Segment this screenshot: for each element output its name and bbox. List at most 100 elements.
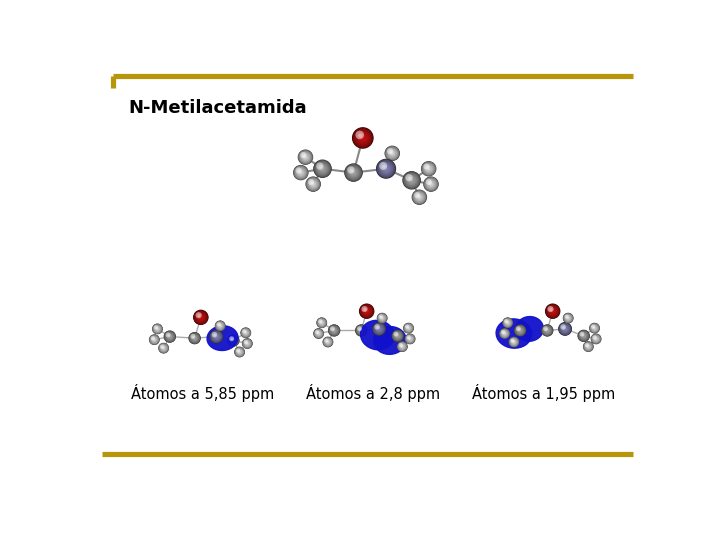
Circle shape — [402, 172, 420, 189]
Circle shape — [394, 332, 402, 340]
Circle shape — [395, 333, 401, 339]
Circle shape — [511, 339, 517, 345]
Circle shape — [351, 170, 356, 175]
Circle shape — [166, 333, 174, 341]
Circle shape — [404, 172, 420, 188]
Circle shape — [544, 328, 547, 330]
Circle shape — [565, 315, 571, 321]
Circle shape — [237, 349, 242, 354]
Circle shape — [315, 330, 323, 338]
Circle shape — [168, 335, 171, 338]
Circle shape — [546, 305, 559, 318]
Circle shape — [422, 162, 436, 176]
Circle shape — [244, 340, 251, 347]
Circle shape — [296, 167, 306, 178]
Circle shape — [242, 339, 253, 349]
Text: N-Metilacetamida: N-Metilacetamida — [129, 99, 307, 117]
Circle shape — [299, 171, 302, 174]
Circle shape — [426, 166, 431, 171]
Circle shape — [560, 324, 566, 330]
Circle shape — [214, 334, 219, 339]
Circle shape — [548, 306, 558, 316]
Circle shape — [235, 348, 244, 356]
Circle shape — [361, 136, 365, 140]
Circle shape — [423, 163, 434, 174]
Circle shape — [189, 333, 199, 343]
Circle shape — [501, 330, 508, 337]
Circle shape — [220, 325, 221, 327]
Circle shape — [500, 328, 510, 339]
Circle shape — [366, 310, 367, 312]
Circle shape — [228, 335, 238, 346]
Circle shape — [593, 335, 600, 342]
Circle shape — [196, 313, 205, 322]
Circle shape — [593, 327, 596, 329]
Circle shape — [163, 348, 164, 349]
Circle shape — [320, 166, 325, 172]
Circle shape — [516, 326, 524, 335]
Circle shape — [541, 325, 553, 336]
Circle shape — [392, 330, 403, 341]
Circle shape — [333, 330, 335, 331]
Circle shape — [211, 331, 222, 342]
Circle shape — [414, 192, 425, 202]
Circle shape — [592, 326, 597, 330]
Text: Átomos a 5,85 ppm: Átomos a 5,85 ppm — [131, 384, 274, 402]
Circle shape — [511, 339, 517, 345]
Circle shape — [359, 328, 361, 330]
Circle shape — [377, 313, 387, 323]
Circle shape — [212, 332, 217, 338]
Circle shape — [565, 315, 571, 321]
Circle shape — [153, 339, 156, 341]
Circle shape — [562, 326, 568, 332]
Circle shape — [516, 327, 524, 334]
Circle shape — [562, 326, 569, 333]
Circle shape — [405, 174, 413, 181]
Circle shape — [242, 338, 253, 349]
Circle shape — [346, 165, 361, 180]
Circle shape — [199, 316, 202, 319]
Circle shape — [150, 336, 155, 340]
Circle shape — [247, 343, 248, 344]
Circle shape — [379, 315, 385, 321]
Circle shape — [587, 345, 590, 348]
Circle shape — [241, 328, 250, 337]
Circle shape — [372, 322, 386, 336]
Circle shape — [417, 194, 422, 200]
Circle shape — [561, 325, 570, 333]
Circle shape — [327, 341, 329, 343]
Circle shape — [348, 167, 359, 179]
Circle shape — [153, 325, 161, 333]
Circle shape — [308, 179, 318, 189]
Circle shape — [312, 184, 314, 185]
Circle shape — [309, 180, 318, 188]
Circle shape — [357, 132, 368, 143]
Circle shape — [329, 325, 339, 336]
Circle shape — [376, 326, 382, 333]
Circle shape — [430, 183, 432, 185]
Circle shape — [228, 335, 239, 346]
Circle shape — [153, 339, 156, 341]
Circle shape — [501, 330, 505, 334]
Circle shape — [312, 183, 315, 186]
Circle shape — [416, 194, 423, 201]
Circle shape — [232, 339, 235, 342]
Circle shape — [503, 318, 513, 328]
Circle shape — [320, 321, 323, 325]
Circle shape — [552, 311, 553, 312]
Circle shape — [160, 345, 164, 349]
Circle shape — [243, 339, 252, 348]
Circle shape — [212, 332, 221, 341]
Circle shape — [402, 171, 421, 190]
Circle shape — [400, 344, 405, 349]
Circle shape — [242, 329, 249, 336]
Circle shape — [331, 328, 334, 330]
Circle shape — [382, 318, 383, 319]
Circle shape — [215, 320, 225, 331]
Circle shape — [380, 163, 392, 174]
Circle shape — [516, 326, 521, 331]
Circle shape — [215, 335, 218, 339]
Ellipse shape — [516, 316, 544, 341]
Circle shape — [379, 315, 385, 321]
Circle shape — [377, 159, 395, 178]
